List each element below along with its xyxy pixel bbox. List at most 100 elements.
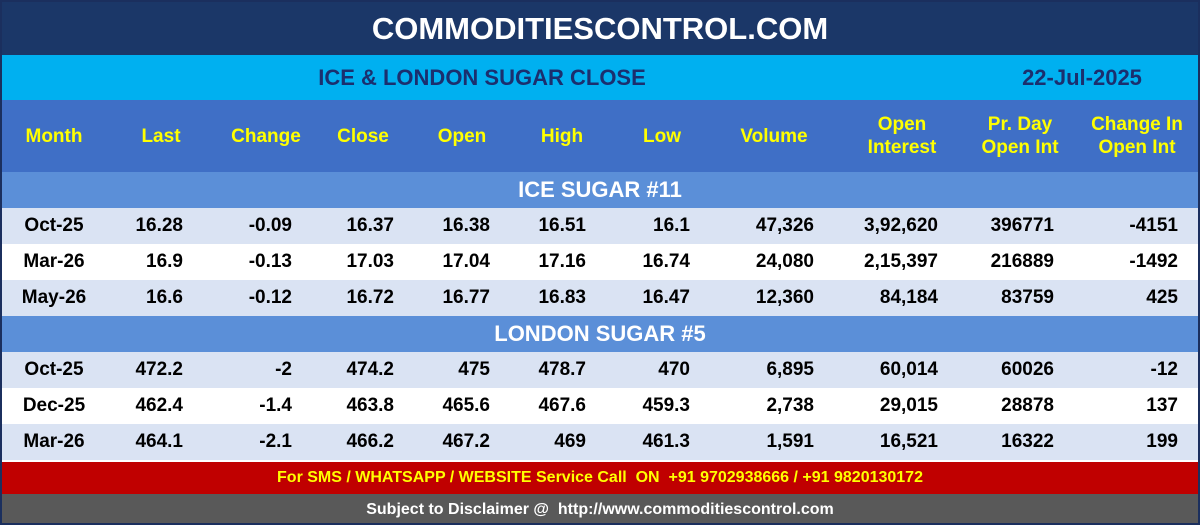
- value-cell: 199: [1146, 431, 1178, 452]
- value-cell: 16,521: [879, 431, 938, 452]
- value-cell: 2,738: [766, 395, 814, 416]
- column-header-text: Close: [337, 125, 389, 147]
- month-cell: Oct-25: [24, 215, 84, 236]
- value-cell: 16.77: [442, 287, 490, 308]
- value-cell: 16.74: [642, 251, 690, 272]
- value-cell: 467.2: [442, 431, 490, 452]
- value-cell: 470: [658, 359, 690, 380]
- value-cell: -1492: [1129, 251, 1178, 272]
- value-cell: 6,895: [766, 359, 814, 380]
- column-header: Close: [308, 100, 418, 172]
- column-header-text: Open: [437, 125, 487, 147]
- section-title: LONDON SUGAR #5: [494, 321, 706, 346]
- value-cell: 16.28: [135, 215, 183, 236]
- value-cell: -12: [1150, 359, 1178, 380]
- disclaimer-text: Subject to Disclaimer @ http://www.commo…: [366, 501, 834, 518]
- column-header-text: Change: [231, 125, 301, 147]
- month-cell: Mar-26: [23, 251, 85, 272]
- value-cell: 16.51: [538, 215, 586, 236]
- value-cell: 216889: [990, 251, 1054, 272]
- value-cell: 16.72: [346, 287, 394, 308]
- section-title: ICE SUGAR #11: [518, 177, 682, 202]
- value-cell: -0.12: [248, 287, 292, 308]
- column-header: Pr. Day Open Int: [965, 100, 1075, 172]
- section-header: LONDON SUGAR #5: [2, 316, 1198, 352]
- table-row: Mar-26 16.9 -0.13 17.03 17.04 17.16 16.74 24,08…: [2, 244, 1198, 280]
- section-header: ICE SUGAR #11: [2, 172, 1198, 208]
- column-header: Volume: [719, 100, 829, 172]
- column-header-text: Last: [141, 125, 181, 147]
- site-banner: COMMODITIESCONTROL.COM: [2, 2, 1198, 55]
- value-cell: 84,184: [879, 287, 938, 308]
- month-cell: May-26: [21, 287, 87, 308]
- value-cell: 472.2: [135, 359, 183, 380]
- column-header: Open: [407, 100, 517, 172]
- table-row: Oct-25 472.2 -2 474.2 475 478.7 470 6,895 60,014…: [2, 352, 1198, 388]
- value-cell: 24,080: [755, 251, 814, 272]
- column-header-text: Volume: [740, 125, 808, 147]
- column-header-text: Change In Open Int: [1091, 114, 1183, 158]
- value-cell: 467.6: [538, 395, 586, 416]
- value-cell: 17.03: [346, 251, 394, 272]
- value-cell: 12,360: [755, 287, 814, 308]
- column-header: Last: [106, 100, 216, 172]
- column-header-text: Month: [25, 125, 83, 147]
- value-cell: 463.8: [346, 395, 394, 416]
- column-header-text: Low: [643, 125, 681, 147]
- value-cell: 465.6: [442, 395, 490, 416]
- value-cell: 475: [458, 359, 490, 380]
- value-cell: 464.1: [135, 431, 183, 452]
- value-cell: 16.37: [346, 215, 394, 236]
- column-header-text: Open Interest: [867, 114, 937, 158]
- contact-bar: For SMS / WHATSAPP / WEBSITE Service Cal…: [2, 462, 1198, 494]
- value-cell: 16.38: [442, 215, 490, 236]
- value-cell: -2.1: [259, 431, 292, 452]
- value-cell: 16.1: [653, 215, 690, 236]
- value-cell: 396771: [990, 215, 1054, 236]
- value-cell: 16.9: [146, 251, 183, 272]
- table-row: May-26 16.6 -0.12 16.72 16.77 16.83 16.47 12,36…: [2, 280, 1198, 316]
- value-cell: 16322: [1001, 431, 1054, 452]
- value-cell: 29,015: [879, 395, 938, 416]
- column-header: Month: [2, 100, 109, 172]
- report-title: ICE & LONDON SUGAR CLOSE: [318, 65, 646, 90]
- value-cell: 469: [554, 431, 586, 452]
- column-header: Change In Open Int: [1082, 100, 1192, 172]
- column-header: Low: [607, 100, 717, 172]
- value-cell: 466.2: [346, 431, 394, 452]
- value-cell: 3,92,620: [864, 215, 938, 236]
- month-cell: Oct-25: [24, 359, 84, 380]
- value-cell: -0.09: [248, 215, 292, 236]
- table-row: Mar-26 464.1 -2.1 466.2 467.2 469 461.3 1,591 16…: [2, 424, 1198, 460]
- value-cell: 83759: [1001, 287, 1054, 308]
- value-cell: 16.6: [146, 287, 183, 308]
- value-cell: -4151: [1129, 215, 1178, 236]
- report-date: 22-Jul-2025: [1022, 65, 1142, 90]
- value-cell: 462.4: [135, 395, 183, 416]
- column-header: Change: [211, 100, 321, 172]
- site-title: COMMODITIESCONTROL.COM: [371, 11, 829, 46]
- value-cell: 478.7: [538, 359, 586, 380]
- value-cell: 17.04: [442, 251, 490, 272]
- contact-text: For SMS / WHATSAPP / WEBSITE Service Cal…: [277, 469, 923, 486]
- column-header: High: [507, 100, 617, 172]
- value-cell: -0.13: [248, 251, 292, 272]
- value-cell: 425: [1146, 287, 1178, 308]
- value-cell: -2: [275, 359, 292, 380]
- column-header-row: Month Last Change Close Open High Low Volume Ope…: [2, 100, 1198, 172]
- disclaimer-bar: Subject to Disclaimer @ http://www.commo…: [2, 494, 1198, 523]
- column-header: Open Interest: [847, 100, 957, 172]
- value-cell: 461.3: [642, 431, 690, 452]
- column-header-text: High: [540, 125, 584, 147]
- value-cell: 1,591: [766, 431, 814, 452]
- value-cell: 17.16: [538, 251, 586, 272]
- value-cell: 459.3: [642, 395, 690, 416]
- value-cell: 16.83: [538, 287, 586, 308]
- table-row: Dec-25 462.4 -1.4 463.8 465.6 467.6 459.3 2,738…: [2, 388, 1198, 424]
- value-cell: 16.47: [642, 287, 690, 308]
- title-bar: ICE & LONDON SUGAR CLOSE 22-Jul-2025: [2, 55, 1198, 100]
- month-cell: Dec-25: [22, 395, 86, 416]
- value-cell: 137: [1146, 395, 1178, 416]
- value-cell: 60026: [1001, 359, 1054, 380]
- column-header-text: Pr. Day Open Int: [981, 114, 1059, 158]
